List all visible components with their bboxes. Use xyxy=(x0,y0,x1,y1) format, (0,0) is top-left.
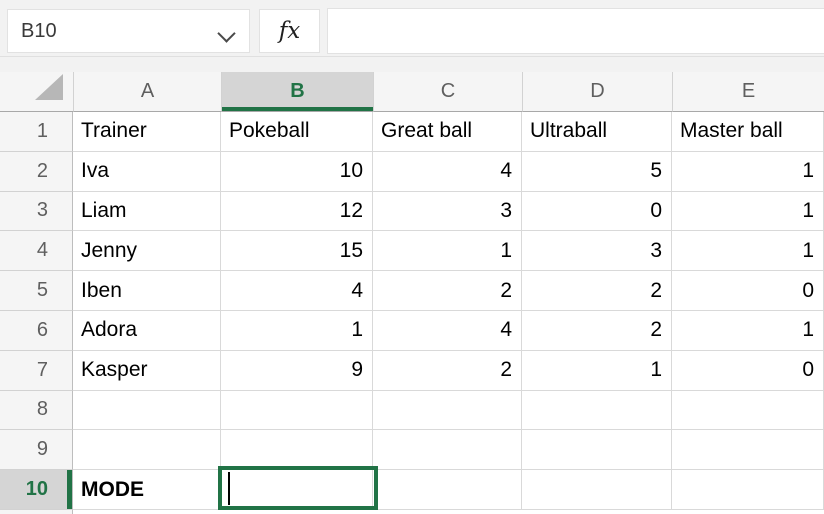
cell-C9[interactable] xyxy=(373,430,522,471)
row-header-6[interactable]: 6 xyxy=(0,310,73,351)
chevron-down-icon[interactable] xyxy=(217,24,236,43)
cell-A2[interactable]: Iva xyxy=(73,151,221,192)
cell-B2[interactable]: 10 xyxy=(221,151,373,192)
row-header-10[interactable]: 10 xyxy=(0,470,73,510)
cell-B6[interactable]: 1 xyxy=(221,310,373,351)
row-header-8[interactable]: 8 xyxy=(0,390,73,431)
cell-B3[interactable]: 12 xyxy=(221,191,373,232)
cell-B4[interactable]: 15 xyxy=(221,231,373,272)
cell-B1[interactable]: Pokeball xyxy=(221,112,373,152)
row-header-7[interactable]: 7 xyxy=(0,350,73,391)
row-header-4[interactable]: 4 xyxy=(0,231,73,272)
cell-A8[interactable] xyxy=(73,390,221,431)
cell-C5[interactable]: 2 xyxy=(373,271,522,311)
cell-C8[interactable] xyxy=(373,390,522,431)
cell-B10[interactable] xyxy=(221,470,373,510)
name-box-value: B10 xyxy=(21,19,57,42)
cell-C6[interactable]: 4 xyxy=(373,310,522,351)
cell-D3[interactable]: 0 xyxy=(522,191,672,232)
cell-A4[interactable]: Jenny xyxy=(73,231,221,272)
cell-D5[interactable]: 2 xyxy=(522,271,672,311)
cell-E1[interactable]: Master ball xyxy=(672,112,824,152)
cell-C7[interactable]: 2 xyxy=(373,350,522,391)
cell-E8[interactable] xyxy=(672,390,824,431)
row-header-11-partial xyxy=(0,509,73,514)
cell-A10[interactable]: MODE xyxy=(73,470,221,510)
column-header-d[interactable]: D xyxy=(522,72,672,112)
row-header-1[interactable]: 1 xyxy=(0,112,73,152)
cell-D6[interactable]: 2 xyxy=(522,310,672,351)
cell-C4[interactable]: 1 xyxy=(373,231,522,272)
row-header-5[interactable]: 5 xyxy=(0,271,73,311)
column-header-c[interactable]: C xyxy=(373,72,522,112)
cell-E4[interactable]: 1 xyxy=(672,231,824,272)
cell-A5[interactable]: Iben xyxy=(73,271,221,311)
cell-A6[interactable]: Adora xyxy=(73,310,221,351)
partial-row-11 xyxy=(0,509,824,514)
cell-B8[interactable] xyxy=(221,390,373,431)
cell-C1[interactable]: Great ball xyxy=(373,112,522,152)
cell-D8[interactable] xyxy=(522,390,672,431)
cell-E2[interactable]: 1 xyxy=(672,151,824,192)
column-header-e[interactable]: E xyxy=(672,72,824,112)
select-all-cell[interactable] xyxy=(0,72,73,112)
select-all-icon xyxy=(35,74,63,100)
cell-E7[interactable]: 0 xyxy=(672,350,824,391)
cell-C10[interactable] xyxy=(373,470,522,510)
cell-E9[interactable] xyxy=(672,430,824,471)
cell-E3[interactable]: 1 xyxy=(672,191,824,232)
cell-D1[interactable]: Ultraball xyxy=(522,112,672,152)
cell-A3[interactable]: Liam xyxy=(73,191,221,232)
cell-C3[interactable]: 3 xyxy=(373,191,522,232)
cell-D9[interactable] xyxy=(522,430,672,471)
cell-A9[interactable] xyxy=(73,430,221,471)
cell-E10[interactable] xyxy=(672,470,824,510)
cell-A7[interactable]: Kasper xyxy=(73,350,221,391)
cell-D10[interactable] xyxy=(522,470,672,510)
insert-function-button[interactable]: fx xyxy=(259,9,320,53)
column-header-a[interactable]: A xyxy=(73,72,221,112)
cell-D4[interactable]: 3 xyxy=(522,231,672,272)
cell-D7[interactable]: 1 xyxy=(522,350,672,391)
cell-E5[interactable]: 0 xyxy=(672,271,824,311)
cell-C2[interactable]: 4 xyxy=(373,151,522,192)
formula-toolbar: B10 fx xyxy=(0,0,824,57)
row-header-9[interactable]: 9 xyxy=(0,430,73,471)
cell-B9[interactable] xyxy=(221,430,373,471)
row-header-3[interactable]: 3 xyxy=(0,191,73,232)
spreadsheet-grid: A B C D E 1 Trainer Pokeball Great ball Ultraball… xyxy=(0,72,824,510)
toolbar-grid-gap xyxy=(0,57,824,72)
row-header-2[interactable]: 2 xyxy=(0,151,73,192)
cell-B7[interactable]: 9 xyxy=(221,350,373,391)
fx-icon: fx xyxy=(278,18,301,44)
cell-E6[interactable]: 1 xyxy=(672,310,824,351)
column-header-b[interactable]: B xyxy=(221,72,373,112)
cell-D2[interactable]: 5 xyxy=(522,151,672,192)
cell-B5[interactable]: 4 xyxy=(221,271,373,311)
name-box[interactable]: B10 xyxy=(7,9,250,53)
formula-bar-input[interactable] xyxy=(327,8,824,54)
cell-A1[interactable]: Trainer xyxy=(73,112,221,152)
